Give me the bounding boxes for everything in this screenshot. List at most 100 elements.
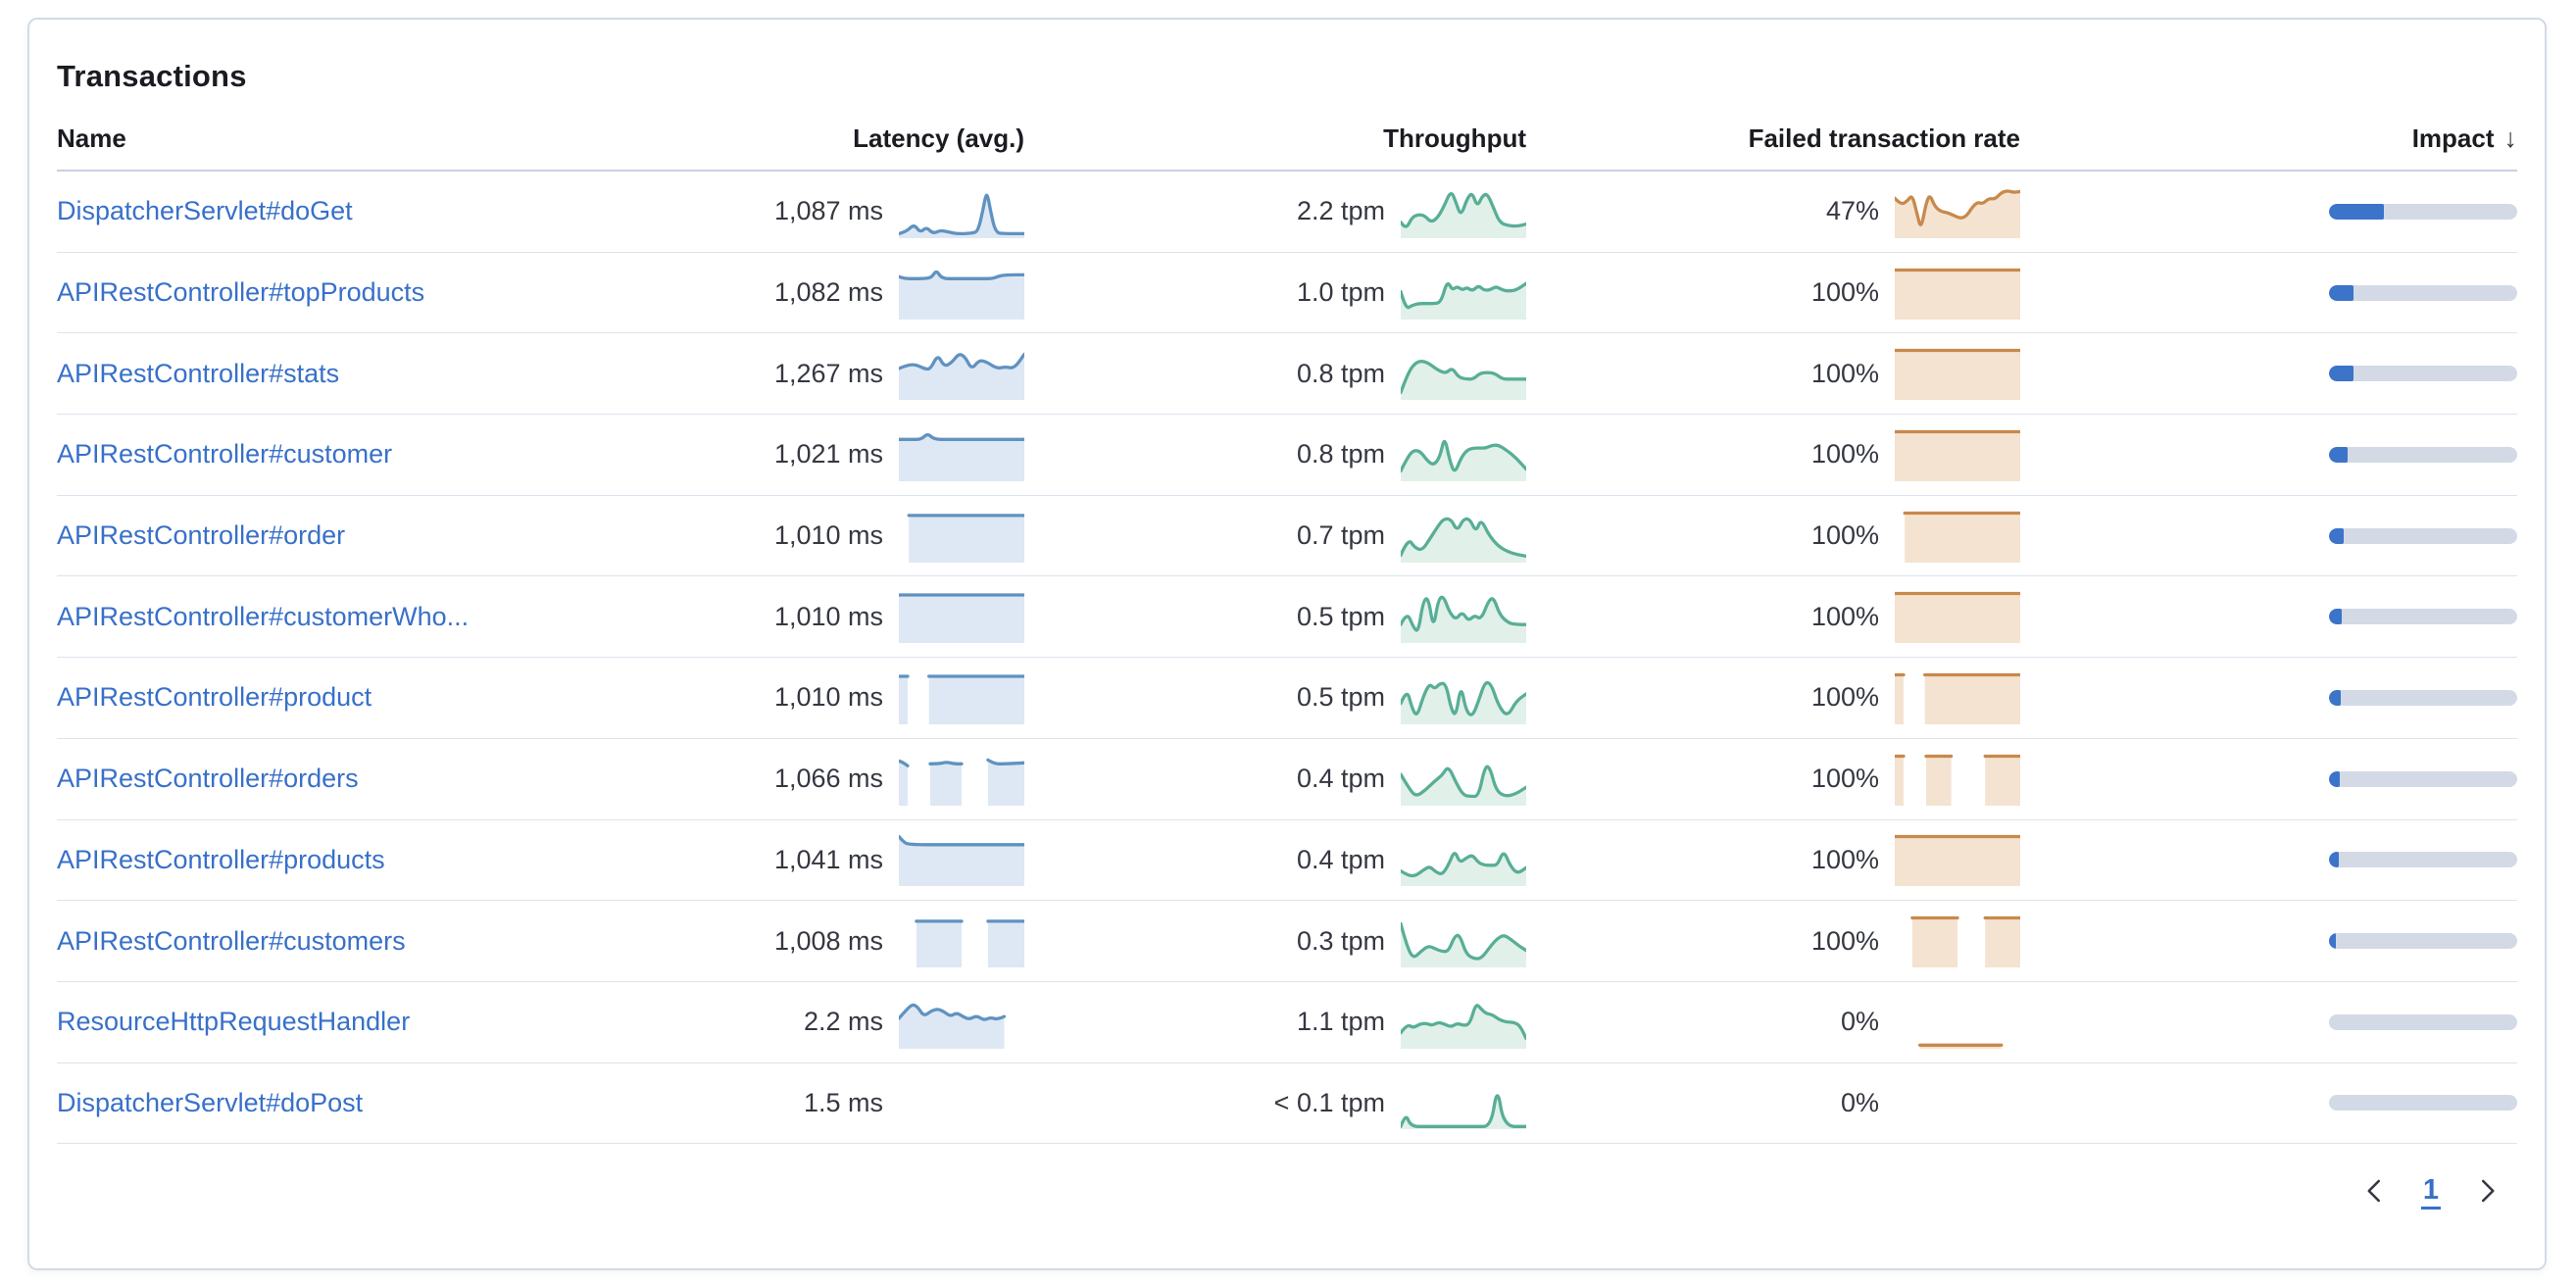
failed-rate-value: 100% bbox=[1810, 439, 1879, 469]
table-row: APIRestController#customer 1,021 ms 0.8 … bbox=[57, 415, 2517, 496]
impact-bar bbox=[2329, 284, 2517, 301]
latency-sparkline bbox=[899, 1076, 1024, 1129]
latency-value: 1,066 ms bbox=[773, 764, 883, 794]
impact-bar-fill bbox=[2329, 203, 2384, 220]
table-row: APIRestController#orders 1,066 ms 0.4 tp… bbox=[57, 739, 2517, 820]
throughput-sparkline bbox=[1401, 185, 1526, 238]
failed-rate-value: 100% bbox=[1810, 520, 1879, 551]
latency-value: 1,021 ms bbox=[773, 439, 883, 469]
transaction-link[interactable]: APIRestController#orders bbox=[57, 764, 359, 794]
throughput-sparkline bbox=[1401, 428, 1526, 481]
throughput-value: 0.8 tpm bbox=[1296, 358, 1385, 388]
table-row: APIRestController#order 1,010 ms 0.7 tpm… bbox=[57, 496, 2517, 577]
failed-rate-value: 100% bbox=[1810, 764, 1879, 794]
failed-rate-value: 100% bbox=[1810, 925, 1879, 956]
impact-bar-fill bbox=[2329, 852, 2339, 868]
failed-rate-value: 100% bbox=[1810, 682, 1879, 713]
transaction-link[interactable]: APIRestController#stats bbox=[57, 358, 340, 388]
failed-rate-value: 100% bbox=[1810, 358, 1879, 388]
failed-rate-value: 100% bbox=[1810, 844, 1879, 874]
throughput-sparkline bbox=[1401, 914, 1526, 968]
throughput-value: 0.5 tpm bbox=[1296, 682, 1385, 713]
latency-value: 1,087 ms bbox=[773, 196, 883, 226]
failed-rate-sparkline bbox=[1895, 753, 2020, 806]
transaction-link[interactable]: APIRestController#order bbox=[57, 520, 346, 551]
throughput-value: 1.0 tpm bbox=[1296, 277, 1385, 308]
transaction-link[interactable]: APIRestController#topProducts bbox=[57, 277, 425, 308]
throughput-sparkline bbox=[1401, 267, 1526, 320]
latency-value: 2.2 ms bbox=[803, 1007, 883, 1037]
pagination-page-1[interactable]: 1 bbox=[2420, 1174, 2441, 1210]
impact-bar-fill bbox=[2329, 446, 2349, 463]
throughput-sparkline bbox=[1401, 753, 1526, 806]
failed-rate-value: 0% bbox=[1840, 1087, 1879, 1117]
impact-bar bbox=[2329, 1013, 2517, 1030]
pagination-prev-button[interactable] bbox=[2358, 1176, 2392, 1210]
pagination: 1 bbox=[57, 1174, 2517, 1210]
latency-sparkline bbox=[899, 671, 1024, 724]
table-row: APIRestController#topProducts 1,082 ms 1… bbox=[57, 253, 2517, 334]
throughput-sparkline bbox=[1401, 996, 1526, 1049]
chevron-left-icon bbox=[2360, 1176, 2390, 1209]
impact-bar bbox=[2329, 933, 2517, 950]
latency-value: 1,041 ms bbox=[773, 844, 883, 874]
failed-rate-sparkline bbox=[1895, 510, 2020, 563]
failed-rate-sparkline bbox=[1895, 267, 2020, 320]
failed-rate-sparkline bbox=[1895, 1076, 2020, 1129]
failed-rate-sparkline bbox=[1895, 185, 2020, 238]
table-row: APIRestController#customers 1,008 ms 0.3… bbox=[57, 901, 2517, 982]
throughput-value: 0.3 tpm bbox=[1296, 925, 1385, 956]
failed-rate-sparkline bbox=[1895, 996, 2020, 1049]
transaction-link[interactable]: DispatcherServlet#doPost bbox=[57, 1087, 364, 1117]
transaction-link[interactable]: APIRestController#customers bbox=[57, 925, 406, 956]
impact-bar-fill bbox=[2329, 284, 2353, 301]
latency-value: 1,082 ms bbox=[773, 277, 883, 308]
column-header-failed-rate[interactable]: Failed transaction rate bbox=[1748, 123, 2020, 153]
throughput-value: 1.1 tpm bbox=[1296, 1007, 1385, 1037]
impact-bar-fill bbox=[2329, 366, 2353, 382]
transactions-panel: Transactions Name Latency (avg.) Through… bbox=[27, 18, 2547, 1270]
latency-sparkline bbox=[899, 185, 1024, 238]
column-header-throughput[interactable]: Throughput bbox=[1383, 123, 1526, 153]
transaction-link[interactable]: ResourceHttpRequestHandler bbox=[57, 1007, 411, 1037]
table-row: DispatcherServlet#doGet 1,087 ms 2.2 tpm… bbox=[57, 172, 2517, 253]
throughput-value: 0.5 tpm bbox=[1296, 601, 1385, 631]
transaction-link[interactable]: DispatcherServlet#doGet bbox=[57, 196, 353, 226]
failed-rate-value: 47% bbox=[1825, 196, 1879, 226]
throughput-value: 2.2 tpm bbox=[1296, 196, 1385, 226]
chevron-right-icon bbox=[2472, 1176, 2502, 1209]
throughput-sparkline bbox=[1401, 347, 1526, 401]
transaction-link[interactable]: APIRestController#customer bbox=[57, 439, 393, 469]
failed-rate-sparkline bbox=[1895, 833, 2020, 887]
failed-rate-value: 100% bbox=[1810, 601, 1879, 631]
failed-rate-value: 0% bbox=[1840, 1007, 1879, 1037]
column-header-name[interactable]: Name bbox=[57, 123, 126, 153]
impact-bar-fill bbox=[2329, 689, 2342, 706]
impact-bar bbox=[2329, 1095, 2517, 1111]
column-header-latency[interactable]: Latency (avg.) bbox=[853, 123, 1024, 153]
table-row: ResourceHttpRequestHandler 2.2 ms 1.1 tp… bbox=[57, 982, 2517, 1063]
transaction-link[interactable]: APIRestController#product bbox=[57, 682, 372, 713]
latency-value: 1,008 ms bbox=[773, 925, 883, 956]
table-row: APIRestController#stats 1,267 ms 0.8 tpm… bbox=[57, 333, 2517, 416]
impact-bar bbox=[2329, 852, 2517, 868]
table-row: DispatcherServlet#doPost 1.5 ms < 0.1 tp… bbox=[57, 1063, 2517, 1145]
latency-sparkline bbox=[899, 267, 1024, 320]
latency-sparkline bbox=[899, 996, 1024, 1049]
impact-bar bbox=[2329, 689, 2517, 706]
failed-rate-value: 100% bbox=[1810, 277, 1879, 308]
transaction-link[interactable]: APIRestController#products bbox=[57, 844, 385, 874]
column-header-impact[interactable]: Impact ↓ bbox=[2411, 123, 2517, 153]
throughput-value: 0.4 tpm bbox=[1296, 764, 1385, 794]
failed-rate-sparkline bbox=[1895, 914, 2020, 968]
table-header: Name Latency (avg.) Throughput Failed tr… bbox=[57, 123, 2517, 172]
table-row: APIRestController#products 1,041 ms 0.4 … bbox=[57, 820, 2517, 902]
pagination-next-button[interactable] bbox=[2470, 1176, 2503, 1210]
transaction-link[interactable]: APIRestController#customerWho... bbox=[57, 601, 470, 631]
latency-sparkline bbox=[899, 753, 1024, 806]
throughput-value: 0.4 tpm bbox=[1296, 844, 1385, 874]
throughput-value: < 0.1 tpm bbox=[1273, 1087, 1385, 1117]
failed-rate-sparkline bbox=[1895, 590, 2020, 644]
impact-bar bbox=[2329, 770, 2517, 787]
throughput-sparkline bbox=[1401, 671, 1526, 724]
